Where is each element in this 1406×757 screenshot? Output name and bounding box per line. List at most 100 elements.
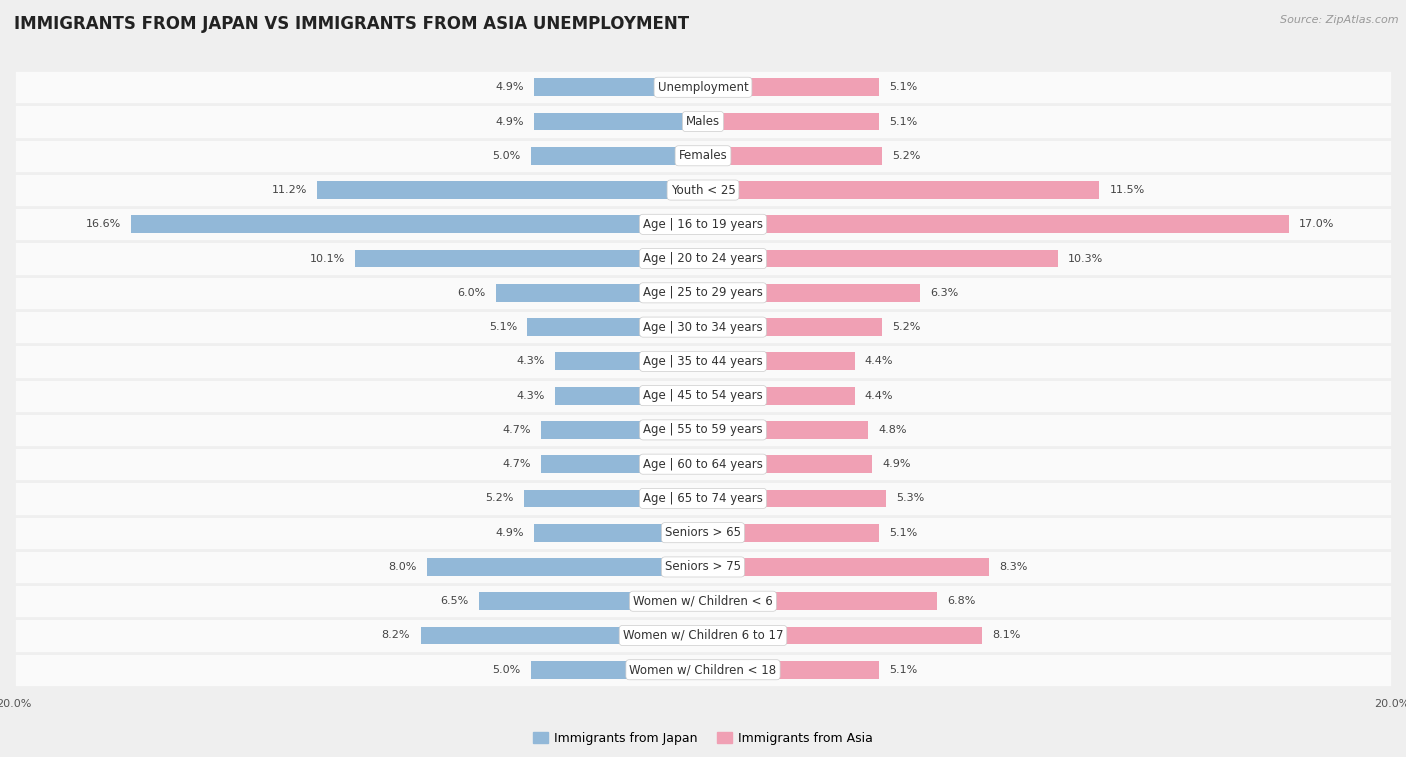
Bar: [703, 592, 938, 610]
Bar: [703, 455, 872, 473]
Text: Women w/ Children 6 to 17: Women w/ Children 6 to 17: [623, 629, 783, 642]
Bar: [703, 147, 882, 165]
FancyBboxPatch shape: [14, 173, 1392, 207]
Bar: [703, 181, 1099, 199]
Text: 17.0%: 17.0%: [1299, 220, 1334, 229]
Bar: [541, 421, 703, 439]
Text: Unemployment: Unemployment: [658, 81, 748, 94]
Text: 4.7%: 4.7%: [502, 425, 531, 435]
Text: 11.2%: 11.2%: [271, 185, 307, 195]
Text: Age | 55 to 59 years: Age | 55 to 59 years: [643, 423, 763, 436]
Text: 10.1%: 10.1%: [309, 254, 344, 263]
Text: 4.3%: 4.3%: [516, 357, 544, 366]
FancyBboxPatch shape: [14, 481, 1392, 516]
Text: 20.0%: 20.0%: [1374, 699, 1406, 709]
Text: 8.2%: 8.2%: [381, 631, 411, 640]
FancyBboxPatch shape: [14, 550, 1392, 584]
Text: 4.4%: 4.4%: [865, 357, 893, 366]
Text: 10.3%: 10.3%: [1069, 254, 1104, 263]
Bar: [534, 78, 703, 96]
FancyBboxPatch shape: [14, 139, 1392, 173]
Text: Age | 16 to 19 years: Age | 16 to 19 years: [643, 218, 763, 231]
Bar: [703, 318, 882, 336]
Bar: [703, 387, 855, 404]
Text: 20.0%: 20.0%: [0, 699, 32, 709]
Text: 6.8%: 6.8%: [948, 597, 976, 606]
Bar: [703, 78, 879, 96]
Text: Age | 30 to 34 years: Age | 30 to 34 years: [643, 321, 763, 334]
Bar: [555, 353, 703, 370]
FancyBboxPatch shape: [14, 618, 1392, 653]
Text: 5.1%: 5.1%: [889, 83, 917, 92]
Bar: [318, 181, 703, 199]
FancyBboxPatch shape: [14, 310, 1392, 344]
Bar: [703, 627, 981, 644]
FancyBboxPatch shape: [14, 447, 1392, 481]
Text: Age | 25 to 29 years: Age | 25 to 29 years: [643, 286, 763, 299]
Text: 4.9%: 4.9%: [495, 528, 524, 537]
Bar: [703, 216, 1289, 233]
Bar: [703, 661, 879, 679]
Bar: [496, 284, 703, 302]
Text: 6.3%: 6.3%: [931, 288, 959, 298]
Text: 5.1%: 5.1%: [889, 528, 917, 537]
Text: 4.9%: 4.9%: [495, 117, 524, 126]
Text: Youth < 25: Youth < 25: [671, 183, 735, 197]
Text: Seniors > 65: Seniors > 65: [665, 526, 741, 539]
Text: Source: ZipAtlas.com: Source: ZipAtlas.com: [1281, 15, 1399, 25]
Text: Age | 45 to 54 years: Age | 45 to 54 years: [643, 389, 763, 402]
Bar: [703, 421, 869, 439]
Bar: [356, 250, 703, 267]
Bar: [527, 318, 703, 336]
FancyBboxPatch shape: [14, 378, 1392, 413]
Text: Age | 20 to 24 years: Age | 20 to 24 years: [643, 252, 763, 265]
Bar: [703, 524, 879, 541]
Bar: [703, 558, 988, 576]
Text: 4.3%: 4.3%: [516, 391, 544, 400]
Text: 4.8%: 4.8%: [879, 425, 907, 435]
Text: 5.1%: 5.1%: [489, 322, 517, 332]
Text: Women w/ Children < 18: Women w/ Children < 18: [630, 663, 776, 676]
Bar: [703, 490, 886, 507]
Text: Age | 60 to 64 years: Age | 60 to 64 years: [643, 458, 763, 471]
Text: IMMIGRANTS FROM JAPAN VS IMMIGRANTS FROM ASIA UNEMPLOYMENT: IMMIGRANTS FROM JAPAN VS IMMIGRANTS FROM…: [14, 15, 689, 33]
Text: Males: Males: [686, 115, 720, 128]
Text: 4.9%: 4.9%: [882, 459, 911, 469]
Bar: [524, 490, 703, 507]
Bar: [555, 387, 703, 404]
Text: Females: Females: [679, 149, 727, 162]
Bar: [131, 216, 703, 233]
Text: 4.7%: 4.7%: [502, 459, 531, 469]
Text: 11.5%: 11.5%: [1109, 185, 1144, 195]
Text: 5.0%: 5.0%: [492, 151, 520, 160]
Text: Women w/ Children < 6: Women w/ Children < 6: [633, 595, 773, 608]
Bar: [541, 455, 703, 473]
FancyBboxPatch shape: [14, 276, 1392, 310]
Bar: [703, 353, 855, 370]
FancyBboxPatch shape: [14, 653, 1392, 687]
FancyBboxPatch shape: [14, 70, 1392, 104]
Text: 4.9%: 4.9%: [495, 83, 524, 92]
FancyBboxPatch shape: [14, 413, 1392, 447]
Text: 6.5%: 6.5%: [440, 597, 468, 606]
Text: 5.2%: 5.2%: [893, 151, 921, 160]
FancyBboxPatch shape: [14, 584, 1392, 618]
Text: Age | 65 to 74 years: Age | 65 to 74 years: [643, 492, 763, 505]
FancyBboxPatch shape: [14, 207, 1392, 241]
Bar: [427, 558, 703, 576]
FancyBboxPatch shape: [14, 516, 1392, 550]
Text: 5.2%: 5.2%: [893, 322, 921, 332]
Text: 5.1%: 5.1%: [889, 665, 917, 674]
Bar: [534, 113, 703, 130]
Bar: [531, 661, 703, 679]
Text: 8.0%: 8.0%: [388, 562, 418, 572]
Text: 4.4%: 4.4%: [865, 391, 893, 400]
Text: 16.6%: 16.6%: [86, 220, 121, 229]
FancyBboxPatch shape: [14, 241, 1392, 276]
Bar: [479, 592, 703, 610]
FancyBboxPatch shape: [14, 104, 1392, 139]
Text: 8.3%: 8.3%: [1000, 562, 1028, 572]
Text: 5.0%: 5.0%: [492, 665, 520, 674]
Text: 5.2%: 5.2%: [485, 494, 513, 503]
Bar: [531, 147, 703, 165]
